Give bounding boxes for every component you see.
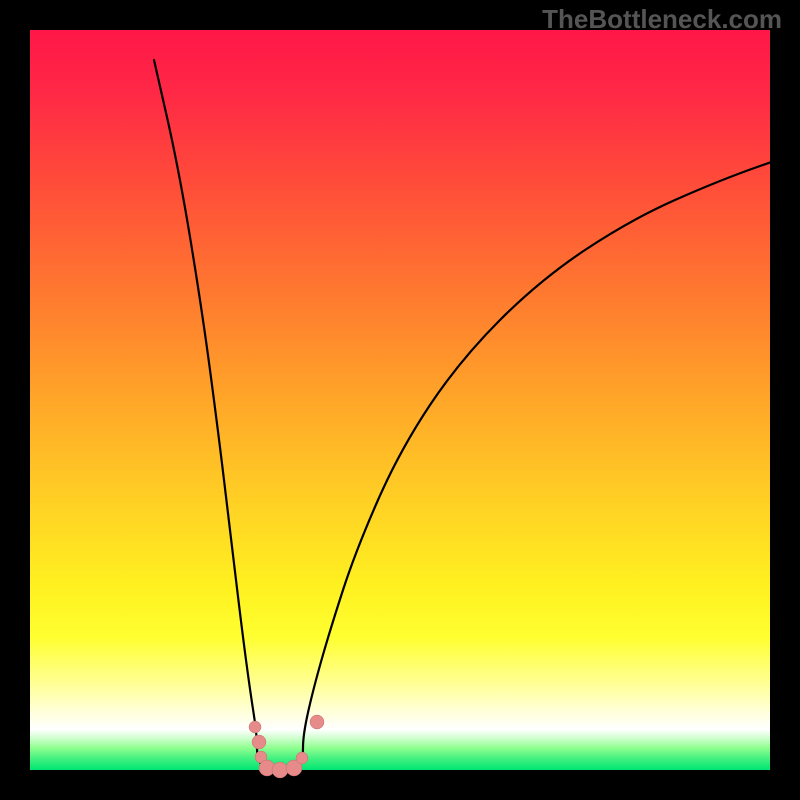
bottleneck-curve <box>154 60 800 769</box>
plot-area <box>30 30 770 770</box>
data-marker <box>249 721 261 733</box>
data-marker <box>296 752 308 764</box>
chart-svg <box>30 30 800 800</box>
data-marker <box>252 735 266 749</box>
chart-container: TheBottleneck.com <box>0 0 800 800</box>
data-marker <box>272 762 288 778</box>
data-marker <box>310 715 324 729</box>
